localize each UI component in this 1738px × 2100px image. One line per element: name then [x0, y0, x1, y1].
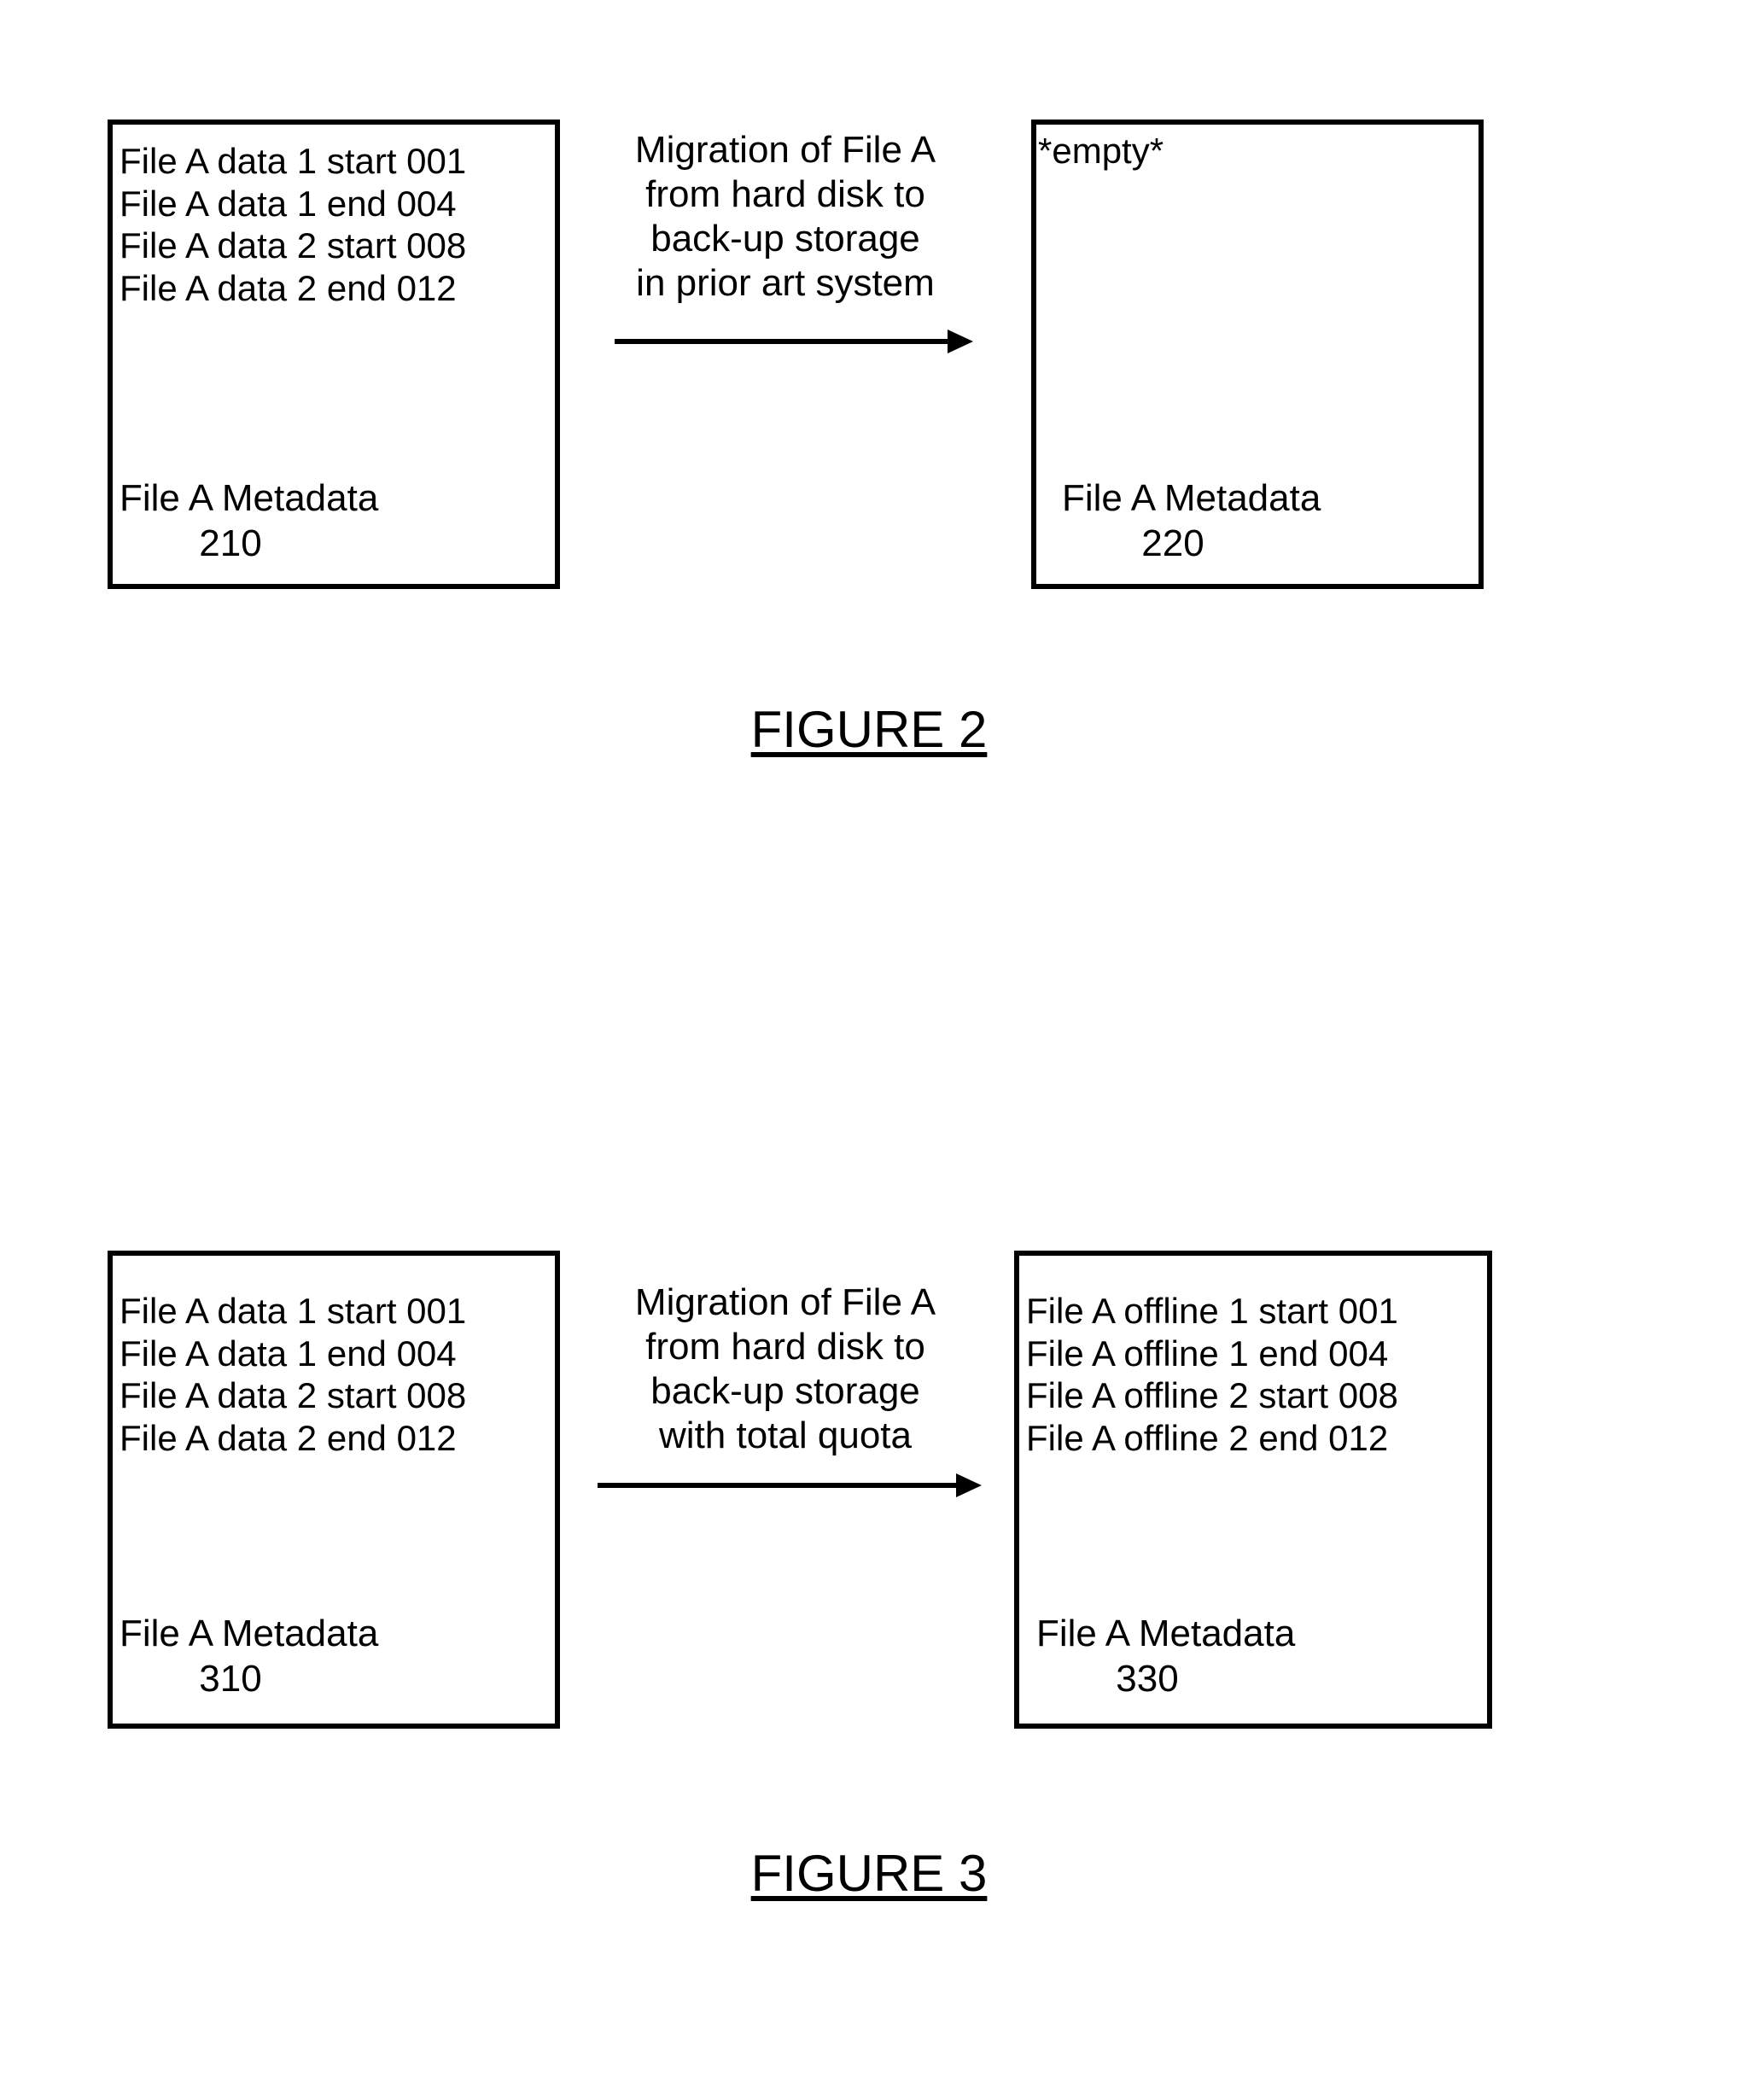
fig2-left-box-inner: File A data 1 start 001 File A data 1 en…: [113, 125, 555, 584]
fig3-left-meta: File A Metadata 310: [120, 1612, 378, 1702]
fig3-right-meta-label: File A Metadata: [1036, 1612, 1295, 1657]
fig2-left-line-1: File A data 1 end 004: [120, 183, 466, 225]
fig2-left-meta-label: File A Metadata: [120, 476, 378, 522]
fig3-title: FIGURE 3: [751, 1844, 988, 1903]
fig3-arrow-icon: [598, 1468, 982, 1502]
fig2-right-meta-num: 220: [1062, 522, 1284, 567]
fig3-right-line-1: File A offline 1 end 004: [1026, 1333, 1398, 1375]
fig2-arrow-label-3: in prior art system: [598, 261, 973, 306]
fig3-right-line-0: File A offline 1 start 001: [1026, 1290, 1398, 1333]
fig2-right-empty: *empty*: [1038, 130, 1164, 172]
fig3-left-box-inner: File A data 1 start 001 File A data 1 en…: [113, 1256, 555, 1724]
fig2-right-box: *empty* File A Metadata 220: [1031, 120, 1484, 589]
fig3-left-meta-label: File A Metadata: [120, 1612, 378, 1657]
fig2-left-line-2: File A data 2 start 008: [120, 225, 466, 267]
fig2-left-meta-num: 210: [120, 522, 341, 567]
fig3-right-line-2: File A offline 2 start 008: [1026, 1374, 1398, 1417]
fig2-left-meta: File A Metadata 210: [120, 476, 378, 567]
fig2-left-line-3: File A data 2 end 012: [120, 267, 466, 310]
fig2-title: FIGURE 2: [751, 700, 988, 759]
fig3-right-box: File A offline 1 start 001 File A offlin…: [1014, 1251, 1492, 1729]
fig3-arrow-label-0: Migration of File A: [598, 1280, 973, 1325]
fig2-arrow-icon: [615, 324, 973, 359]
fig2-left-line-0: File A data 1 start 001: [120, 140, 466, 183]
fig3-arrow-label: Migration of File A from hard disk to ba…: [598, 1280, 973, 1458]
fig3-arrow-label-1: from hard disk to: [598, 1325, 973, 1369]
fig3-left-box: File A data 1 start 001 File A data 1 en…: [108, 1251, 560, 1729]
fig3-right-box-inner: File A offline 1 start 001 File A offlin…: [1019, 1256, 1487, 1724]
fig3-left-lines: File A data 1 start 001 File A data 1 en…: [120, 1290, 466, 1459]
fig2-right-meta: File A Metadata 220: [1062, 476, 1321, 567]
fig2-arrow-label: Migration of File A from hard disk to ba…: [598, 128, 973, 306]
fig2-arrow-label-0: Migration of File A: [598, 128, 973, 172]
fig3-right-line-3: File A offline 2 end 012: [1026, 1417, 1398, 1460]
fig3-left-line-2: File A data 2 start 008: [120, 1374, 466, 1417]
fig3-arrow-label-3: with total quota: [598, 1414, 973, 1458]
page: File A data 1 start 001 File A data 1 en…: [0, 0, 1738, 2100]
fig3-right-meta: File A Metadata 330: [1036, 1612, 1295, 1702]
fig2-left-lines: File A data 1 start 001 File A data 1 en…: [120, 140, 466, 309]
fig3-left-line-1: File A data 1 end 004: [120, 1333, 466, 1375]
fig3-right-lines: File A offline 1 start 001 File A offlin…: [1026, 1290, 1398, 1459]
fig2-arrow-label-1: from hard disk to: [598, 172, 973, 217]
fig2-right-meta-label: File A Metadata: [1062, 476, 1321, 522]
fig2-left-box: File A data 1 start 001 File A data 1 en…: [108, 120, 560, 589]
fig3-left-line-3: File A data 2 end 012: [120, 1417, 466, 1460]
fig2-arrow-label-2: back-up storage: [598, 217, 973, 261]
fig3-right-meta-num: 330: [1036, 1657, 1258, 1702]
fig3-left-meta-num: 310: [120, 1657, 341, 1702]
fig3-arrow-label-2: back-up storage: [598, 1369, 973, 1414]
fig3-left-line-0: File A data 1 start 001: [120, 1290, 466, 1333]
fig2-right-box-inner: *empty* File A Metadata 220: [1036, 125, 1478, 584]
